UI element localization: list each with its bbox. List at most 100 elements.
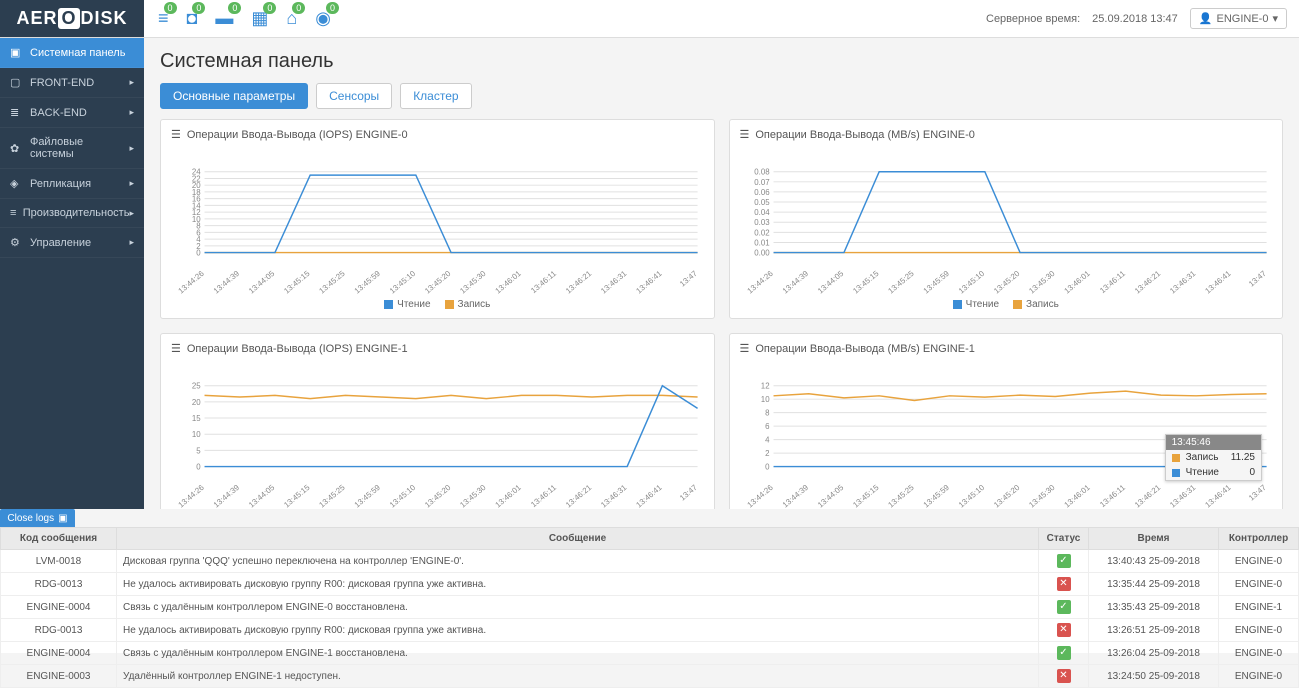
menu-icon[interactable]: ☰ bbox=[171, 128, 181, 141]
log-table: Код сообщенияСообщениеСтатусВремяКонтрол… bbox=[0, 527, 1299, 688]
user-menu-button[interactable]: 👤 ENGINE-0 ▾ bbox=[1190, 8, 1287, 29]
menu-icon[interactable]: ☰ bbox=[740, 342, 750, 355]
svg-text:13:45:15: 13:45:15 bbox=[851, 483, 881, 509]
sidebar-icon-3: ✿ bbox=[10, 142, 24, 155]
log-status: ✕ bbox=[1039, 619, 1089, 642]
sidebar-item-4[interactable]: ◈Репликация▸ bbox=[0, 169, 144, 199]
network-icon[interactable]: ◉0 bbox=[315, 8, 331, 29]
sidebar-label-4: Репликация bbox=[30, 178, 91, 190]
svg-text:13:46:11: 13:46:11 bbox=[529, 269, 558, 295]
svg-text:13:47: 13:47 bbox=[1246, 483, 1267, 503]
log-status: ✓ bbox=[1039, 642, 1089, 665]
menu-icon[interactable]: ☰ bbox=[171, 342, 181, 355]
tab-bar: Основные параметры Сенсоры Кластер bbox=[160, 83, 1283, 109]
chart-title-1: ☰ Операции Ввода-Вывода (MB/s) ENGINE-0 bbox=[740, 128, 1273, 141]
log-msg: Не удалось активировать дисковую группу … bbox=[117, 573, 1039, 596]
sidebar-label-1: FRONT-END bbox=[30, 77, 94, 89]
sidebar-item-3[interactable]: ✿Файловые системы▸ bbox=[0, 128, 144, 169]
log-time: 13:35:43 25-09-2018 bbox=[1089, 596, 1219, 619]
menu-icon[interactable]: ☰ bbox=[740, 128, 750, 141]
svg-text:13:46:21: 13:46:21 bbox=[1132, 483, 1161, 509]
close-logs-button[interactable]: Close logs ▣ bbox=[0, 509, 75, 527]
svg-text:13:46:11: 13:46:11 bbox=[529, 483, 558, 509]
network-badge: 0 bbox=[326, 2, 339, 14]
tooltip-read-swatch bbox=[1172, 469, 1180, 477]
tab-0[interactable]: Основные параметры bbox=[160, 83, 308, 109]
sidebar-item-6[interactable]: ⚙Управление▸ bbox=[0, 228, 144, 258]
sidebar-label-2: BACK-END bbox=[30, 107, 87, 119]
log-row[interactable]: LVM-0018 Дисковая группа 'QQQ' успешно п… bbox=[1, 550, 1299, 573]
svg-text:13:45:20: 13:45:20 bbox=[423, 269, 453, 296]
svg-text:13:45:30: 13:45:30 bbox=[1027, 483, 1057, 509]
page-title: Системная панель bbox=[160, 50, 1283, 73]
svg-text:2: 2 bbox=[765, 449, 769, 458]
svg-text:13:46:41: 13:46:41 bbox=[634, 269, 663, 296]
log-time: 13:35:44 25-09-2018 bbox=[1089, 573, 1219, 596]
disk-icon[interactable]: ◘0 bbox=[187, 8, 198, 29]
svg-text:13:46:41: 13:46:41 bbox=[1203, 483, 1232, 509]
server-time: 25.09.2018 13:47 bbox=[1092, 13, 1178, 25]
log-row[interactable]: ENGINE-0003 Удалённый контроллер ENGINE-… bbox=[1, 665, 1299, 688]
chart-svg-0: 02468101214161820222413:44:2613:44:3913:… bbox=[171, 147, 704, 297]
tab-2[interactable]: Кластер bbox=[400, 83, 471, 109]
log-time: 13:26:51 25-09-2018 bbox=[1089, 619, 1219, 642]
sidebar-item-1[interactable]: ▢FRONT-END▸ bbox=[0, 68, 144, 98]
chart-area-0: 02468101214161820222413:44:2613:44:3913:… bbox=[171, 147, 704, 297]
close-logs-label: Close logs bbox=[7, 513, 54, 524]
header-right: Серверное время: 25.09.2018 13:47 👤 ENGI… bbox=[986, 8, 1299, 29]
svg-text:13:46:41: 13:46:41 bbox=[1203, 269, 1232, 296]
cluster-icon[interactable]: ▦0 bbox=[251, 8, 268, 29]
svg-text:25: 25 bbox=[192, 382, 201, 391]
log-status: ✕ bbox=[1039, 665, 1089, 688]
svg-text:13:45:10: 13:45:10 bbox=[388, 483, 418, 509]
log-time: 13:26:04 25-09-2018 bbox=[1089, 642, 1219, 665]
legend-write: Запись bbox=[1013, 299, 1059, 310]
status-ok-icon: ✓ bbox=[1057, 554, 1071, 568]
sidebar-icon-5: ≡ bbox=[10, 207, 17, 219]
svg-text:13:44:26: 13:44:26 bbox=[177, 269, 207, 296]
svg-text:13:46:01: 13:46:01 bbox=[1062, 269, 1091, 296]
svg-text:13:44:39: 13:44:39 bbox=[780, 269, 809, 296]
sidebar-item-5[interactable]: ≡Производительность▸ bbox=[0, 199, 144, 228]
main-content: Системная панель Основные параметры Сенсо… bbox=[144, 38, 1299, 509]
svg-text:13:46:31: 13:46:31 bbox=[1168, 269, 1197, 296]
log-col-0: Код сообщения bbox=[1, 528, 117, 550]
sidebar-icon-2: ≣ bbox=[10, 106, 24, 119]
log-panel: Код сообщенияСообщениеСтатусВремяКонтрол… bbox=[0, 527, 1299, 653]
log-code: ENGINE-0004 bbox=[1, 642, 117, 665]
sidebar: ▣Системная панель▢FRONT-END▸≣BACK-END▸✿Ф… bbox=[0, 38, 144, 509]
disk-badge: 0 bbox=[192, 2, 205, 14]
chevron-right-icon: ▸ bbox=[129, 208, 134, 219]
log-ctrl: ENGINE-0 bbox=[1219, 619, 1299, 642]
tooltip-write-val: 11.25 bbox=[1225, 452, 1255, 463]
sidebar-item-0[interactable]: ▣Системная панель bbox=[0, 38, 144, 68]
log-row[interactable]: RDG-0013 Не удалось активировать дискову… bbox=[1, 619, 1299, 642]
log-row[interactable]: ENGINE-0004 Связь с удалённым контроллер… bbox=[1, 642, 1299, 665]
chart-title-3: ☰ Операции Ввода-Вывода (MB/s) ENGINE-1 bbox=[740, 342, 1273, 355]
svg-text:13:45:59: 13:45:59 bbox=[353, 483, 382, 509]
log-col-2: Статус bbox=[1039, 528, 1089, 550]
log-code: ENGINE-0003 bbox=[1, 665, 117, 688]
sidebar-label-3: Файловые системы bbox=[30, 136, 130, 160]
chart-tooltip: 13:45:46 Запись11.25 Чтение0 bbox=[1165, 434, 1262, 481]
cluster-badge: 0 bbox=[263, 2, 276, 14]
svg-text:10: 10 bbox=[760, 395, 769, 404]
svg-text:24: 24 bbox=[192, 168, 201, 177]
log-row[interactable]: ENGINE-0004 Связь с удалённым контроллер… bbox=[1, 596, 1299, 619]
svg-text:13:44:05: 13:44:05 bbox=[815, 483, 845, 509]
chart-panel-0: ☰ Операции Ввода-Вывода (IOPS) ENGINE-0 … bbox=[160, 119, 715, 319]
sidebar-icon-6: ⚙ bbox=[10, 236, 24, 249]
sidebar-item-2[interactable]: ≣BACK-END▸ bbox=[0, 98, 144, 128]
svg-text:12: 12 bbox=[760, 382, 769, 391]
tab-1[interactable]: Сенсоры bbox=[316, 83, 392, 109]
svg-text:13:45:59: 13:45:59 bbox=[921, 483, 950, 509]
home-icon[interactable]: ⌂0 bbox=[286, 8, 297, 29]
log-col-4: Контроллер bbox=[1219, 528, 1299, 550]
server-icon[interactable]: ▬0 bbox=[215, 8, 233, 29]
sidebar-icon-1: ▢ bbox=[10, 76, 24, 89]
log-ctrl: ENGINE-0 bbox=[1219, 573, 1299, 596]
svg-text:0: 0 bbox=[765, 463, 770, 472]
chart-panel-3: ☰ Операции Ввода-Вывода (MB/s) ENGINE-1 … bbox=[729, 333, 1284, 509]
storage-icon[interactable]: ≡0 bbox=[158, 8, 169, 29]
log-row[interactable]: RDG-0013 Не удалось активировать дискову… bbox=[1, 573, 1299, 596]
